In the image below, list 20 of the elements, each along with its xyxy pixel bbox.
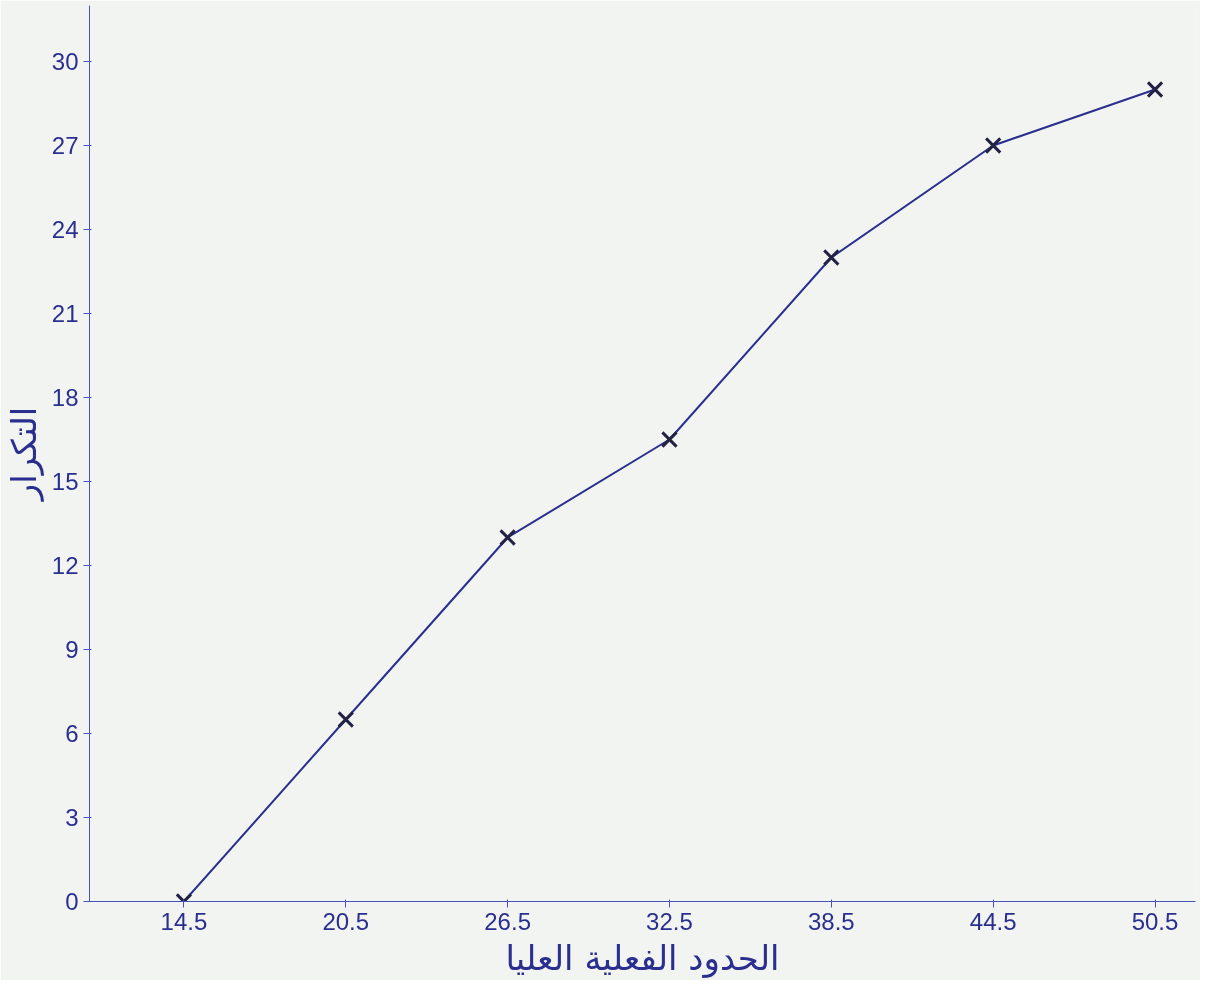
y-tick-label: 24 (51, 216, 79, 243)
y-tick-label: 12 (51, 552, 79, 579)
x-tick-label: 20.5 (322, 907, 370, 935)
x-tick-label: 32.5 (646, 907, 693, 935)
y-tick-label: 30 (51, 48, 79, 75)
y-tick-label: 15 (51, 468, 79, 495)
y-tick-label: 21 (51, 300, 79, 327)
x-axis-title: الحدود الفعلية العليا (505, 937, 780, 979)
y-tick-label: 27 (51, 132, 79, 159)
y-tick-label: 18 (51, 384, 79, 411)
x-tick-label: 14.5 (160, 907, 208, 935)
y-tick-label: 6 (65, 720, 79, 747)
y-axis-title: التكرار (3, 406, 45, 503)
y-tick-label: 0 (65, 888, 79, 915)
x-tick-label: 38.5 (807, 907, 855, 935)
x-tick-label: 26.5 (484, 907, 531, 935)
x-tick-label: 50.5 (1131, 907, 1179, 935)
x-tick-label: 44.5 (969, 907, 1017, 935)
y-tick-label: 3 (65, 804, 79, 831)
y-tick-label: 9 (65, 636, 79, 663)
